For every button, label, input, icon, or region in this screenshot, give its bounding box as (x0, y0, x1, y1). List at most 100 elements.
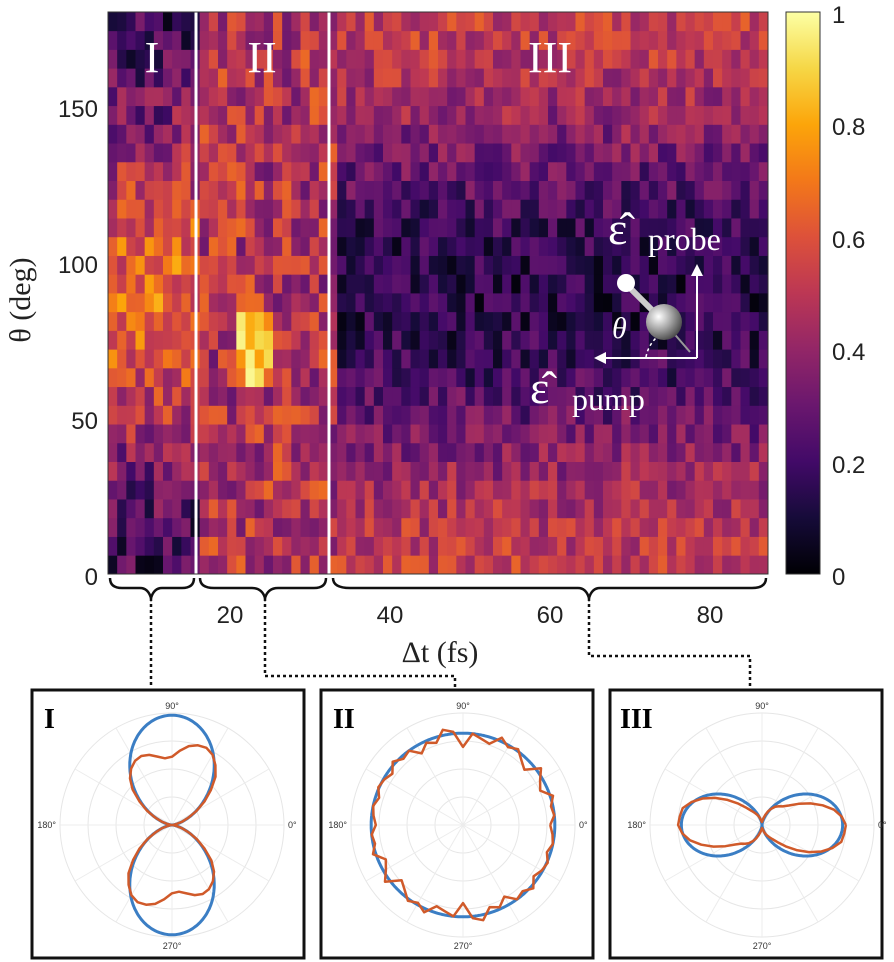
heatmap-cell (355, 442, 366, 462)
heatmap-cell (557, 255, 567, 275)
heatmap-cell (419, 49, 430, 69)
heatmap-cell (309, 236, 320, 256)
heatmap-cell (126, 405, 136, 425)
heatmap-cell (236, 330, 246, 350)
heatmap-cell (373, 86, 384, 107)
heatmap-cell (529, 480, 540, 500)
heatmap-cell (630, 461, 641, 481)
heatmap-cell (392, 143, 402, 163)
heatmap-cell (309, 49, 320, 69)
heatmap-cell (612, 143, 622, 163)
heatmap-cell (447, 86, 457, 107)
heatmap-cell (502, 442, 512, 462)
heatmap-cell (667, 405, 677, 425)
heatmap-cell (713, 12, 723, 32)
heatmap-cell (612, 442, 622, 462)
heatmap-cell (135, 517, 146, 537)
heatmap-cell (630, 49, 641, 69)
heatmap-cell (245, 442, 256, 462)
heatmap-cell (538, 236, 549, 256)
heatmap-cell (236, 49, 246, 69)
heatmap-cell (557, 424, 567, 444)
heatmap-cell (548, 218, 558, 238)
heatmap-cell (447, 180, 457, 200)
heatmap-cell (218, 124, 228, 144)
heatmap-cell (685, 12, 696, 32)
heatmap-cell (135, 218, 146, 238)
heatmap-cell (227, 86, 237, 107)
heatmap-cell (685, 180, 696, 200)
heatmap-cell (245, 49, 256, 69)
heatmap-cell (483, 49, 494, 69)
heatmap-cell (465, 274, 476, 294)
heatmap-cell (593, 12, 604, 32)
heatmap-cell (218, 30, 228, 50)
heatmap-cell (144, 68, 155, 88)
heatmap-cell (740, 105, 751, 125)
heatmap-cell (593, 105, 604, 125)
heatmap-cell (758, 49, 769, 69)
heatmap-cell (282, 555, 292, 575)
heatmap-cell (603, 461, 613, 481)
heatmap-cell (117, 161, 127, 181)
polar-data-curve (676, 796, 848, 854)
heatmap-cell (144, 86, 155, 107)
polar-grid-spoke (462, 768, 561, 826)
heatmap-cell (273, 461, 283, 481)
heatmap-cell (309, 30, 320, 50)
heatmap-cell (621, 199, 631, 219)
heatmap-cell (153, 274, 164, 294)
heatmap-cell (419, 555, 430, 575)
heatmap-cell (208, 424, 219, 444)
heatmap-cell (364, 311, 375, 331)
heatmap-cell (575, 499, 586, 519)
connector-ii (263, 598, 457, 692)
heatmap-cell (291, 386, 301, 406)
heatmap-cell (410, 236, 421, 256)
heatmap-cell (731, 274, 741, 294)
heatmap-cell (474, 499, 485, 519)
heatmap-cell (584, 105, 595, 125)
heatmap-cell (667, 274, 677, 294)
heatmap-cell (548, 442, 558, 462)
heatmap-cell (227, 405, 237, 425)
heatmap-cell (456, 180, 466, 200)
heatmap-cell (126, 517, 136, 537)
heatmap-cell (667, 461, 677, 481)
heatmap-cell (153, 30, 164, 50)
heatmap-cell (557, 517, 567, 537)
heatmap-cell (428, 12, 439, 32)
eps-pump-subscript: pump (572, 381, 645, 417)
heatmap-cell (236, 555, 246, 575)
heatmap-cell (639, 330, 650, 350)
heatmap-cell (566, 424, 576, 444)
heatmap-cell (575, 349, 586, 369)
heatmap-cell (639, 30, 650, 50)
heatmap-cell (731, 330, 741, 350)
heatmap-cell (529, 499, 540, 519)
heatmap-cell (511, 143, 521, 163)
heatmap-cell (383, 424, 393, 444)
heatmap-cell (318, 405, 329, 425)
heatmap-cell (254, 199, 265, 219)
heatmap-cell (483, 311, 494, 331)
heatmap-cell (392, 517, 402, 537)
heatmap-cell (703, 461, 714, 481)
heatmap-cell (667, 499, 677, 519)
heatmap-cell (758, 386, 769, 406)
heatmap-cell (758, 349, 769, 369)
heatmap-cell (337, 274, 347, 294)
heatmap-cell (346, 105, 356, 125)
heatmap-cell (722, 199, 732, 219)
heatmap-cell (117, 105, 127, 125)
heatmap-cell (511, 236, 521, 256)
heatmap-cell (318, 180, 329, 200)
heatmap-cell (758, 180, 769, 200)
heatmap-cell (328, 86, 338, 107)
heatmap-cell (520, 480, 531, 500)
heatmap-cell (263, 255, 274, 275)
heatmap-cell (483, 199, 494, 219)
heatmap-cell (208, 367, 219, 388)
heatmap-cell (685, 311, 696, 331)
heatmap-cell (227, 330, 237, 350)
